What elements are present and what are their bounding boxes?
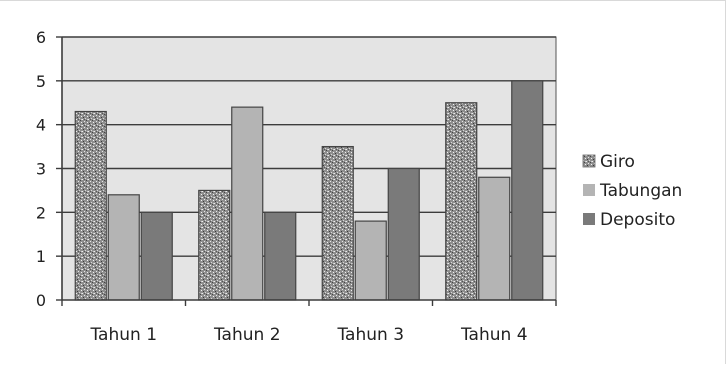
legend-swatch-deposito (583, 213, 595, 225)
bar-deposito-1 (140, 211, 173, 301)
bar-giro-4 (445, 102, 478, 301)
legend-label-giro: Giro (600, 152, 635, 172)
y-tick-label: 0 (36, 291, 46, 310)
legend-swatch-giro (582, 154, 596, 168)
y-tick-label: 3 (36, 160, 46, 179)
y-tick-label: 1 (36, 247, 46, 266)
x-tick-label: Tahun 3 (336, 325, 404, 345)
x-tick-label: Tahun 4 (460, 325, 528, 345)
x-tick-label: Tahun 2 (213, 325, 281, 345)
bar-tabungan-4 (478, 176, 511, 301)
bar-tabungan-3 (354, 220, 387, 301)
bar-deposito-3 (387, 167, 420, 301)
legend-label-deposito: Deposito (600, 210, 675, 230)
y-tick-label: 2 (36, 203, 46, 222)
y-tick-label: 6 (36, 28, 46, 47)
legend: Giro Tabungan Deposito (582, 152, 682, 230)
legend-swatch-tabungan (583, 184, 595, 196)
bars (74, 80, 544, 301)
x-tick-label: Tahun 1 (89, 325, 157, 345)
y-tick-label: 4 (36, 116, 46, 135)
axes: 0 1 2 3 4 5 6 Tahun 1 Tahun 2 Tahun 3 Tahun 4 (36, 28, 557, 345)
bar-giro-2 (198, 189, 231, 301)
bar-tabungan-2 (231, 106, 264, 301)
bar-deposito-2 (264, 211, 297, 301)
y-tick-label: 5 (36, 72, 46, 91)
legend-label-tabungan: Tabungan (599, 181, 682, 201)
bar-giro-3 (321, 145, 354, 301)
bar-deposito-4 (511, 80, 544, 301)
bar-tabungan-1 (107, 194, 140, 301)
bar-giro-1 (74, 110, 107, 301)
